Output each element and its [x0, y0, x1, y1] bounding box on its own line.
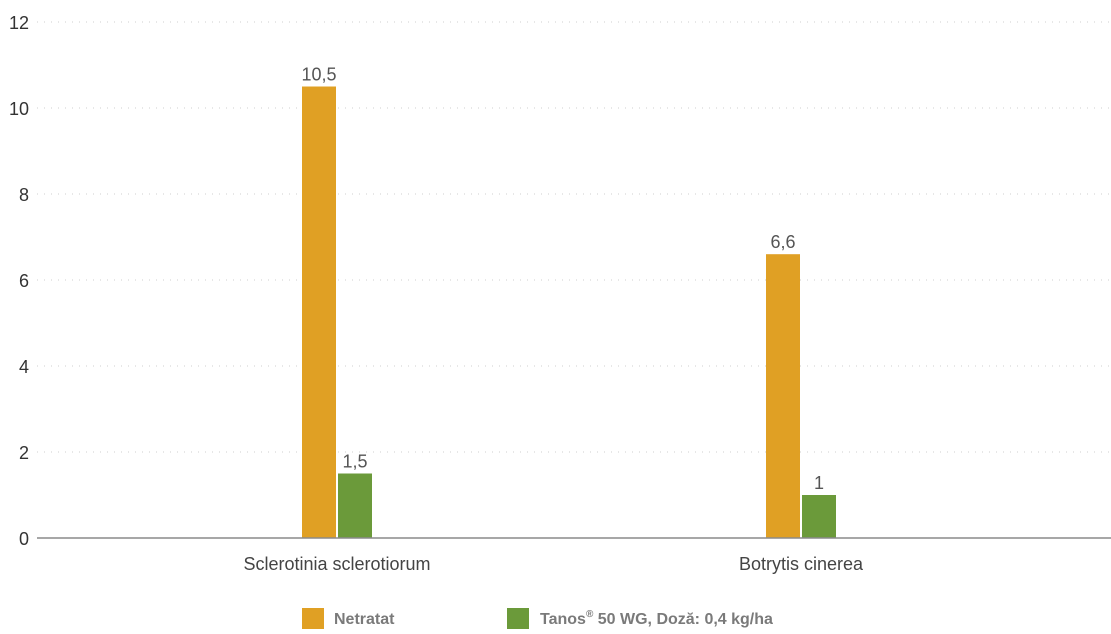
legend-label-netratat: Netratat: [334, 611, 395, 628]
y-tick-label: 4: [19, 357, 29, 377]
x-category-label: Sclerotinia sclerotiorum: [243, 554, 430, 574]
y-tick-label: 2: [19, 443, 29, 463]
x-axis-category-labels: Sclerotinia sclerotiorum Botrytis cinerea: [243, 554, 864, 574]
legend-label-tanos-sup: ®: [586, 609, 594, 620]
y-axis-ticks: 0 2 4 6 8 10 12: [9, 13, 29, 549]
bar: [802, 495, 836, 538]
legend-label-tanos-main: Tanos: [540, 611, 586, 628]
legend-swatch-tanos: [507, 608, 529, 629]
data-label: 1,5: [342, 452, 367, 472]
y-tick-label: 12: [9, 13, 29, 33]
y-tick-label: 8: [19, 185, 29, 205]
gridlines: [37, 21, 1111, 453]
y-tick-label: 10: [9, 99, 29, 119]
data-label: 6,6: [770, 232, 795, 252]
bar: [338, 473, 372, 538]
legend: Netratat Tanos® 50 WG, Doză: 0,4 kg/ha: [302, 608, 773, 629]
data-label: 1: [814, 473, 824, 493]
bar: [766, 254, 800, 538]
bars: 10,5 1,5 6,6 1: [301, 65, 836, 538]
data-label: 10,5: [301, 65, 336, 85]
x-category-label: Botrytis cinerea: [739, 554, 864, 574]
legend-label-tanos: Tanos® 50 WG, Doză: 0,4 kg/ha: [540, 609, 773, 628]
legend-label-tanos-rest: 50 WG, Doză: 0,4 kg/ha: [593, 611, 773, 628]
bar: [302, 86, 336, 538]
y-tick-label: 6: [19, 271, 29, 291]
legend-swatch-netratat: [302, 608, 324, 629]
y-tick-label: 0: [19, 529, 29, 549]
